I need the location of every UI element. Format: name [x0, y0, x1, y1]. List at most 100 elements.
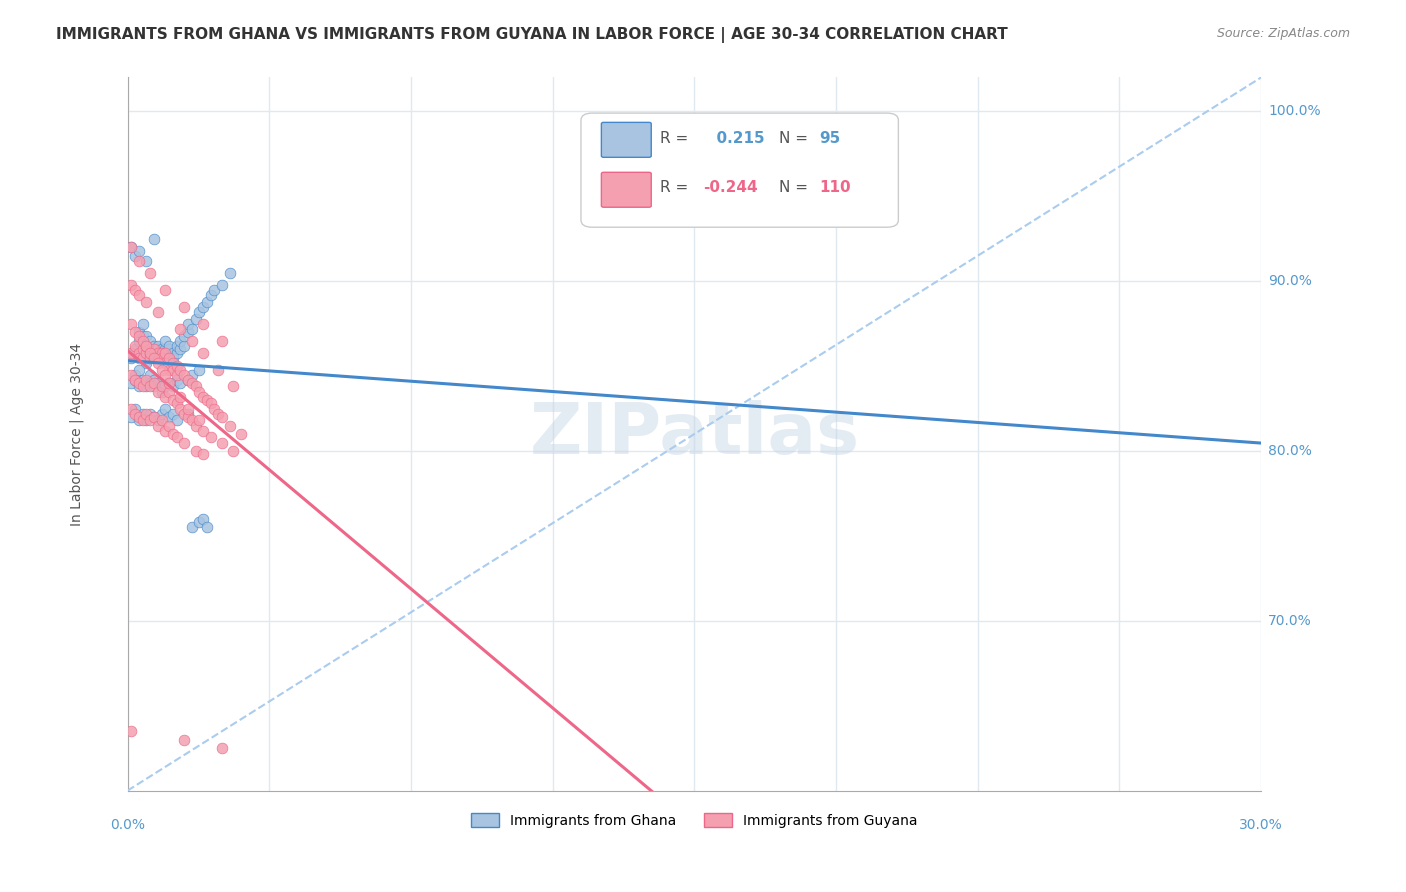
Point: [128, 379, 150, 393]
Point: [124, 407, 146, 421]
Point: [162, 427, 184, 442]
Point: [184, 379, 207, 393]
Text: 95: 95: [820, 130, 841, 145]
Point: [169, 322, 191, 336]
Point: [166, 368, 188, 382]
Point: [191, 512, 214, 526]
Point: [184, 418, 207, 433]
Point: [120, 277, 142, 292]
Text: IMMIGRANTS FROM GHANA VS IMMIGRANTS FROM GUYANA IN LABOR FORCE | AGE 30-34 CORRE: IMMIGRANTS FROM GHANA VS IMMIGRANTS FROM…: [56, 27, 1008, 43]
Point: [128, 376, 150, 390]
Point: [184, 311, 207, 326]
Point: [131, 317, 153, 331]
Point: [200, 287, 222, 301]
FancyBboxPatch shape: [581, 113, 898, 227]
Point: [162, 356, 184, 370]
Point: [128, 244, 150, 258]
Point: [150, 384, 173, 399]
Point: [162, 362, 184, 376]
Point: [135, 379, 157, 393]
Point: [169, 390, 191, 404]
Point: [131, 413, 153, 427]
Point: [131, 328, 153, 343]
Point: [128, 362, 150, 376]
Point: [139, 345, 162, 359]
Point: [166, 430, 188, 444]
Point: [150, 379, 173, 393]
Point: [139, 351, 162, 365]
Point: [166, 413, 188, 427]
Point: [150, 345, 173, 359]
Point: [155, 356, 177, 370]
Point: [169, 362, 191, 376]
Text: R =: R =: [661, 130, 689, 145]
Point: [180, 520, 202, 534]
Point: [135, 407, 157, 421]
Point: [155, 334, 177, 348]
Point: [157, 351, 180, 365]
Point: [146, 351, 169, 365]
Point: [139, 368, 162, 382]
Point: [169, 334, 191, 348]
Point: [139, 266, 162, 280]
Point: [166, 345, 188, 359]
Point: [128, 253, 150, 268]
Point: [143, 351, 166, 365]
Point: [173, 407, 195, 421]
Point: [146, 356, 169, 370]
Point: [191, 317, 214, 331]
Point: [131, 351, 153, 365]
Point: [180, 376, 202, 390]
Point: [150, 342, 173, 356]
Point: [124, 325, 146, 339]
Point: [135, 345, 157, 359]
Point: [200, 430, 222, 444]
Point: [155, 283, 177, 297]
Point: [143, 351, 166, 365]
Point: [177, 325, 200, 339]
Point: [135, 356, 157, 370]
Text: N =: N =: [779, 130, 808, 145]
Point: [177, 317, 200, 331]
Point: [150, 351, 173, 365]
Point: [128, 328, 150, 343]
Point: [155, 401, 177, 416]
Point: [155, 345, 177, 359]
Point: [143, 373, 166, 387]
Point: [131, 379, 153, 393]
Point: [218, 266, 240, 280]
Point: [155, 390, 177, 404]
Point: [120, 368, 142, 382]
Point: [135, 373, 157, 387]
Point: [155, 345, 177, 359]
Point: [120, 240, 142, 254]
Point: [173, 300, 195, 314]
Point: [131, 351, 153, 365]
Point: [143, 339, 166, 353]
Point: [180, 322, 202, 336]
Point: [135, 345, 157, 359]
Point: [195, 393, 218, 408]
Text: -0.244: -0.244: [703, 180, 758, 195]
Point: [146, 345, 169, 359]
Point: [191, 300, 214, 314]
Point: [157, 410, 180, 425]
Legend: Immigrants from Ghana, Immigrants from Guyana: Immigrants from Ghana, Immigrants from G…: [465, 807, 922, 834]
Point: [128, 325, 150, 339]
Point: [124, 283, 146, 297]
Point: [124, 401, 146, 416]
Point: [195, 520, 218, 534]
Text: 0.0%: 0.0%: [110, 818, 145, 832]
Point: [169, 401, 191, 416]
Point: [124, 373, 146, 387]
Text: N =: N =: [779, 180, 808, 195]
Point: [173, 435, 195, 450]
Point: [166, 396, 188, 410]
Point: [155, 379, 177, 393]
Text: Source: ZipAtlas.com: Source: ZipAtlas.com: [1216, 27, 1350, 40]
Point: [120, 351, 142, 365]
Point: [120, 401, 142, 416]
Point: [146, 305, 169, 319]
Point: [218, 418, 240, 433]
Point: [120, 317, 142, 331]
